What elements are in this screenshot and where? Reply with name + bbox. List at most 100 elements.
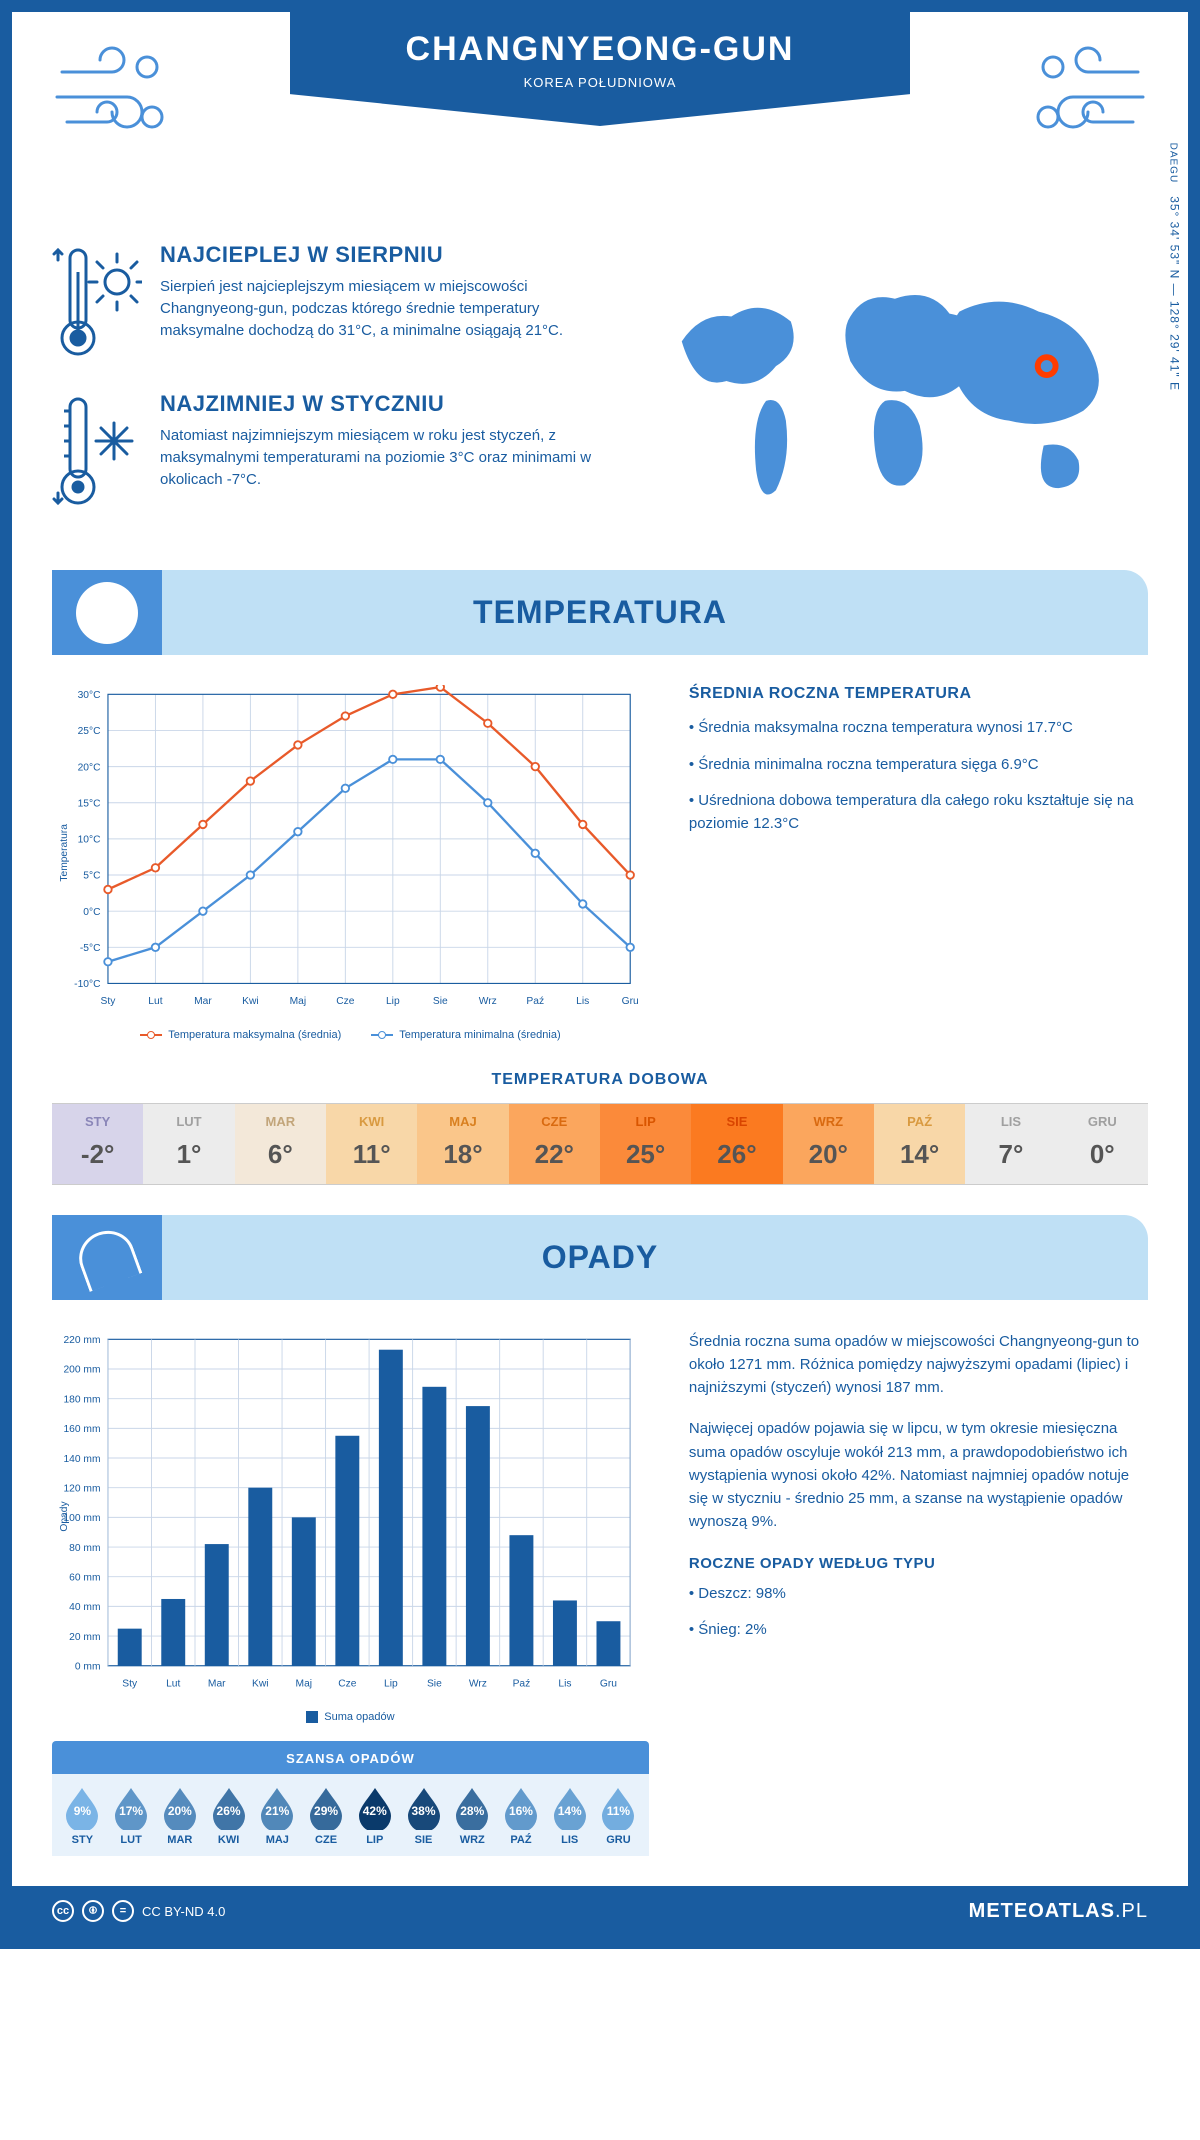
daily-temp-cell: STY-2°	[52, 1104, 143, 1184]
precip-chance: SZANSA OPADÓW 9%STY17%LUT20%MAR26%KWI21%…	[52, 1741, 649, 1856]
svg-text:5°C: 5°C	[83, 871, 101, 882]
svg-text:Paź: Paź	[513, 1678, 531, 1689]
warmest-fact: NAJCIEPLEJ W SIERPNIU Sierpień jest najc…	[52, 242, 622, 367]
precip-chance-drop: 9%STY	[58, 1786, 107, 1846]
daily-temp-cell: CZE22°	[509, 1104, 600, 1184]
svg-text:160 mm: 160 mm	[63, 1424, 100, 1435]
title-banner: CHANGNYEONG-GUN KOREA POŁUDNIOWA	[290, 12, 910, 126]
thermometer-snow-icon	[52, 391, 142, 516]
svg-text:Lut: Lut	[166, 1678, 180, 1689]
precip-chance-drop: 42%LIP	[350, 1786, 399, 1846]
svg-text:Wrz: Wrz	[479, 996, 497, 1007]
section-banner-precip: OPADY	[52, 1215, 1148, 1300]
precip-text: Średnia roczna suma opadów w miejscowośc…	[689, 1330, 1148, 1656]
daily-temp-cell: MAR6°	[235, 1104, 326, 1184]
temperature-legend: Temperatura maksymalna (średnia) Tempera…	[52, 1029, 649, 1041]
daily-temp-cell: LUT1°	[143, 1104, 234, 1184]
svg-text:Lip: Lip	[386, 996, 400, 1007]
svg-text:Lut: Lut	[148, 996, 162, 1007]
country-subtitle: KOREA POŁUDNIOWA	[350, 75, 850, 90]
section-banner-temperature: TEMPERATURA	[52, 570, 1148, 655]
wind-icon	[1028, 42, 1148, 157]
precip-chance-drop: 38%SIE	[399, 1786, 448, 1846]
svg-text:20 mm: 20 mm	[69, 1632, 100, 1643]
license: cc🅯= CC BY-ND 4.0	[52, 1900, 225, 1922]
svg-text:Opady: Opady	[59, 1500, 70, 1531]
temp-fact-item: Uśredniona dobowa temperatura dla całego…	[689, 790, 1148, 835]
svg-text:-10°C: -10°C	[74, 979, 101, 990]
svg-text:Lis: Lis	[576, 996, 589, 1007]
svg-text:80 mm: 80 mm	[69, 1543, 100, 1554]
svg-text:Mar: Mar	[194, 996, 212, 1007]
svg-text:Kwi: Kwi	[252, 1678, 269, 1689]
precip-chance-drop: 14%LIS	[545, 1786, 594, 1846]
svg-text:Wrz: Wrz	[469, 1678, 487, 1689]
precip-chance-drop: 26%KWI	[204, 1786, 253, 1846]
daily-temp-cell: SIE26°	[691, 1104, 782, 1184]
precip-type-item: Deszcz: 98%	[689, 1583, 1148, 1606]
daily-temp-table: STY-2°LUT1°MAR6°KWI11°MAJ18°CZE22°LIP25°…	[52, 1103, 1148, 1185]
warmest-title: NAJCIEPLEJ W SIERPNIU	[160, 242, 622, 268]
temperature-chart: -10°C -5°C 0°C 5°C 10°C 15°C 20°C 25°C 30°C Sty Lu…	[52, 685, 649, 1041]
svg-text:30°C: 30°C	[78, 690, 102, 701]
precip-chance-drop: 20%MAR	[155, 1786, 204, 1846]
svg-text:Sie: Sie	[427, 1678, 442, 1689]
svg-text:0 mm: 0 mm	[75, 1661, 101, 1672]
precip-legend: Suma opadów	[52, 1711, 649, 1723]
svg-text:Cze: Cze	[336, 996, 355, 1007]
svg-text:Cze: Cze	[338, 1678, 357, 1689]
intro-row: NAJCIEPLEJ W SIERPNIU Sierpień jest najc…	[52, 242, 1148, 540]
thermometer-sun-icon	[52, 242, 142, 367]
daily-temp-cell: LIP25°	[600, 1104, 691, 1184]
svg-text:Gru: Gru	[600, 1678, 617, 1689]
svg-text:40 mm: 40 mm	[69, 1602, 100, 1613]
svg-text:0°C: 0°C	[83, 907, 101, 918]
precip-chance-drop: 28%WRZ	[448, 1786, 497, 1846]
temperature-facts: ŚREDNIA ROCZNA TEMPERATURA Średnia maksy…	[689, 685, 1148, 1041]
precip-chance-drop: 21%MAJ	[253, 1786, 302, 1846]
coldest-text: Natomiast najzimniejszym miesiącem w rok…	[160, 425, 622, 490]
svg-text:Sie: Sie	[433, 996, 448, 1007]
svg-text:15°C: 15°C	[78, 798, 102, 809]
footer: cc🅯= CC BY-ND 4.0 METEOATLAS.PL	[12, 1886, 1188, 1937]
world-map: DAEGU 35° 34' 53" N — 128° 29' 41" E	[652, 242, 1148, 540]
warmest-text: Sierpień jest najcieplejszym miesiącem w…	[160, 276, 622, 341]
svg-text:25°C: 25°C	[78, 726, 102, 737]
daily-temp-cell: WRZ20°	[783, 1104, 874, 1184]
svg-text:180 mm: 180 mm	[63, 1394, 100, 1405]
location-title: CHANGNYEONG-GUN	[350, 30, 850, 69]
precip-chance-drop: 17%LUT	[107, 1786, 156, 1846]
svg-text:Sty: Sty	[122, 1678, 138, 1689]
temp-fact-item: Średnia maksymalna roczna temperatura wy…	[689, 717, 1148, 740]
precip-chart: 0 mm20 mm40 mm60 mm80 mm100 mm120 mm140 …	[52, 1330, 649, 1703]
svg-text:200 mm: 200 mm	[63, 1364, 100, 1375]
coordinates: DAEGU 35° 34' 53" N — 128° 29' 41" E	[1167, 143, 1181, 391]
coldest-fact: NAJZIMNIEJ W STYCZNIU Natomiast najzimni…	[52, 391, 622, 516]
umbrella-icon	[52, 1215, 162, 1300]
svg-text:-5°C: -5°C	[80, 943, 101, 954]
svg-text:Maj: Maj	[296, 1678, 313, 1689]
svg-text:Temperatura: Temperatura	[59, 824, 70, 882]
daily-temp-cell: GRU0°	[1057, 1104, 1148, 1184]
svg-text:10°C: 10°C	[78, 835, 102, 846]
wind-icon	[52, 42, 172, 157]
coldest-title: NAJZIMNIEJ W STYCZNIU	[160, 391, 622, 417]
svg-text:220 mm: 220 mm	[63, 1335, 100, 1346]
svg-text:Lis: Lis	[558, 1678, 571, 1689]
svg-text:Mar: Mar	[208, 1678, 226, 1689]
temp-fact-item: Średnia minimalna roczna temperatura się…	[689, 754, 1148, 777]
precip-chance-drop: 11%GRU	[594, 1786, 643, 1846]
svg-text:20°C: 20°C	[78, 762, 102, 773]
svg-text:120 mm: 120 mm	[63, 1483, 100, 1494]
svg-text:60 mm: 60 mm	[69, 1572, 100, 1583]
svg-text:Gru: Gru	[622, 996, 639, 1007]
daily-temp-cell: LIS7°	[965, 1104, 1056, 1184]
svg-text:Sty: Sty	[101, 996, 117, 1007]
header: CHANGNYEONG-GUN KOREA POŁUDNIOWA	[52, 12, 1148, 232]
sun-icon	[52, 570, 162, 655]
svg-text:Paź: Paź	[526, 996, 544, 1007]
daily-temp-cell: KWI11°	[326, 1104, 417, 1184]
precip-chance-drop: 16%PAŹ	[497, 1786, 546, 1846]
svg-text:Kwi: Kwi	[242, 996, 259, 1007]
brand-logo: METEOATLAS.PL	[969, 1900, 1148, 1923]
